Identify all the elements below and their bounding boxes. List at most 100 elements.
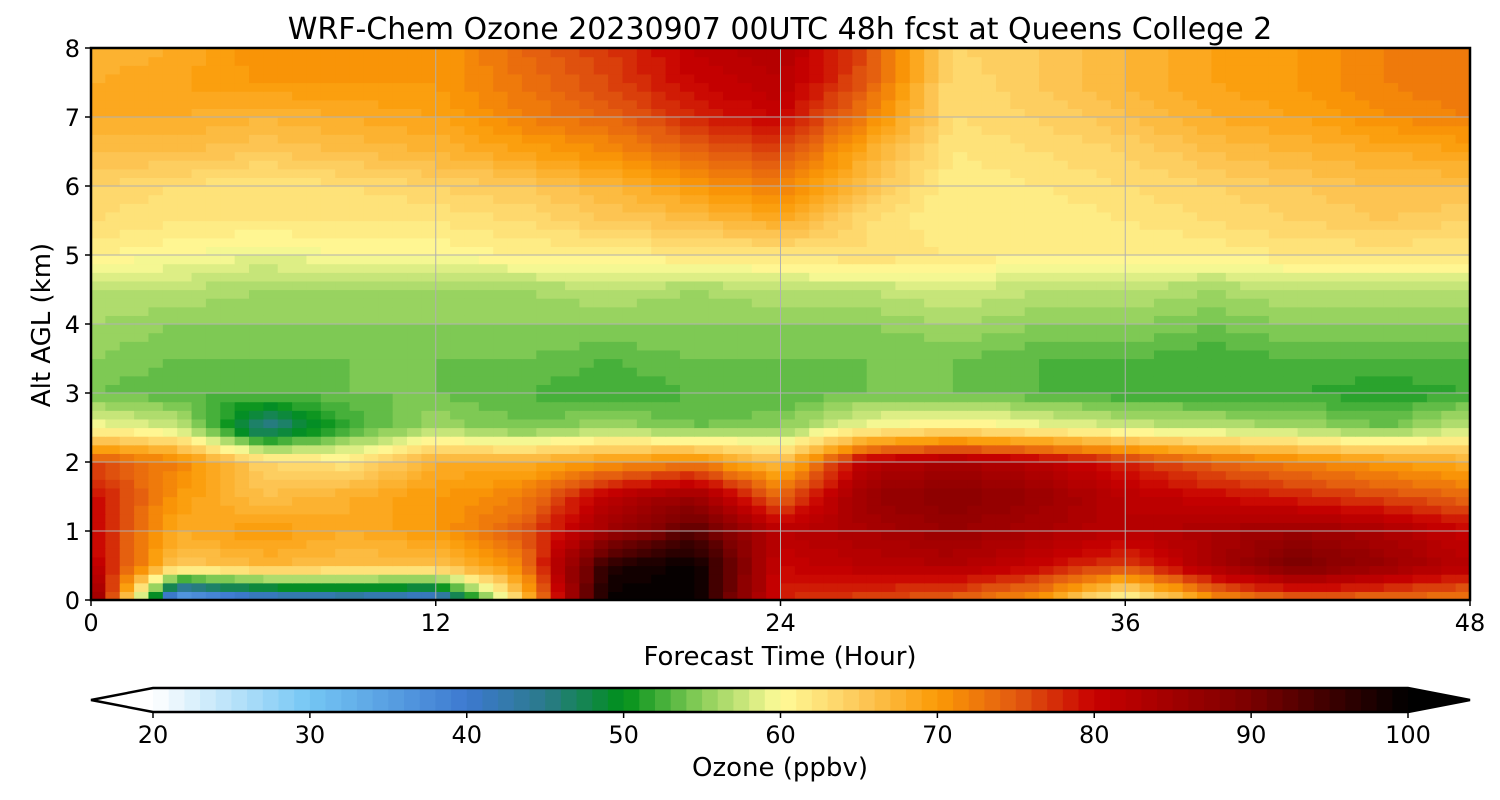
heatmap-cell: [421, 375, 437, 385]
heatmap-cell: [536, 220, 552, 230]
heatmap-cell: [723, 168, 738, 178]
heatmap-cell: [1426, 194, 1442, 204]
heatmap-cell: [378, 349, 394, 360]
heatmap-cell: [1211, 505, 1227, 515]
heatmap-cell: [679, 574, 695, 584]
heatmap-cell: [1426, 367, 1442, 377]
heatmap-cell: [105, 487, 121, 498]
heatmap-cell: [536, 229, 552, 239]
heatmap-cell: [1283, 255, 1299, 265]
heatmap-cell: [1039, 462, 1055, 472]
heatmap-cell: [981, 513, 997, 523]
heatmap-cell: [1168, 229, 1184, 239]
heatmap-cell: [1441, 246, 1457, 256]
heatmap-cell: [478, 186, 494, 196]
heatmap-cell: [651, 556, 667, 567]
heatmap-cell: [1369, 358, 1385, 368]
heatmap-cell: [823, 496, 839, 506]
heatmap-cell: [1110, 574, 1126, 584]
heatmap-cell: [1125, 556, 1141, 567]
heatmap-cell: [881, 237, 897, 247]
heatmap-cell: [723, 315, 738, 325]
heatmap-cell: [1369, 367, 1385, 377]
heatmap-cell: [550, 582, 566, 592]
heatmap-cell: [708, 341, 724, 351]
heatmap-cell: [881, 289, 897, 299]
heatmap-cell: [809, 375, 825, 385]
heatmap-cell: [938, 393, 954, 403]
heatmap-cell: [1225, 289, 1241, 299]
heatmap-cell: [1412, 574, 1428, 584]
heatmap-cell: [1455, 341, 1470, 351]
heatmap-cell: [335, 505, 351, 515]
heatmap-cell: [751, 280, 767, 291]
heatmap-cell: [794, 470, 810, 480]
heatmap-cell: [1082, 410, 1098, 420]
heatmap-cell: [636, 384, 652, 394]
heatmap-cell: [464, 427, 480, 437]
heatmap-cell: [1311, 358, 1327, 368]
heatmap-cell: [536, 384, 552, 394]
heatmap-cell: [809, 324, 825, 334]
heatmap-cell: [665, 151, 681, 161]
heatmap-cell: [392, 211, 408, 222]
heatmap-cell: [766, 444, 782, 454]
heatmap-cell: [694, 315, 710, 325]
heatmap-cell: [292, 168, 308, 178]
heatmap-cell: [392, 487, 408, 498]
heatmap-cell: [679, 367, 695, 377]
heatmap-cell: [952, 341, 968, 351]
heatmap-cell: [694, 160, 710, 170]
heatmap-cell: [478, 358, 494, 368]
heatmap-cell: [909, 565, 925, 575]
heatmap-cell: [794, 505, 810, 515]
heatmap-cell: [1297, 220, 1313, 230]
heatmap-cell: [292, 194, 308, 204]
heatmap-cell: [1283, 177, 1299, 187]
heatmap-cell: [766, 531, 782, 541]
heatmap-cell: [593, 470, 609, 480]
heatmap-cell: [938, 462, 954, 472]
heatmap-cell: [177, 384, 193, 394]
heatmap-cell: [335, 591, 351, 600]
heatmap-cell: [780, 531, 796, 541]
heatmap-cell: [1039, 531, 1055, 541]
heatmap-cell: [1268, 298, 1284, 308]
heatmap-cell: [895, 289, 911, 299]
heatmap-cell: [1110, 436, 1126, 446]
heatmap-cell: [191, 194, 207, 204]
heatmap-cell: [249, 211, 264, 222]
heatmap-cell: [1225, 401, 1241, 411]
heatmap-cell: [665, 539, 681, 549]
heatmap-cell: [1211, 582, 1227, 592]
heatmap-cell: [435, 453, 451, 463]
heatmap-cell: [536, 168, 552, 178]
heatmap-cell: [608, 427, 624, 437]
heatmap-cell: [881, 487, 897, 498]
heatmap-cell: [651, 186, 667, 196]
heatmap-cell: [1153, 177, 1169, 187]
heatmap-cell: [780, 410, 796, 420]
heatmap-cell: [1355, 496, 1371, 506]
heatmap-cell: [550, 358, 566, 368]
heatmap-cell: [550, 367, 566, 377]
heatmap-cell: [134, 237, 150, 247]
heatmap-cell: [1197, 246, 1213, 256]
heatmap-cell: [952, 203, 968, 213]
heatmap-cell: [852, 462, 868, 472]
heatmap-cell: [852, 531, 868, 541]
heatmap-cell: [1182, 444, 1198, 454]
heatmap-cell: [292, 160, 308, 170]
heatmap-cell: [708, 496, 724, 506]
heatmap-cell: [421, 539, 437, 549]
heatmap-cell: [723, 263, 738, 273]
heatmap-cell: [1082, 255, 1098, 265]
heatmap-cell: [1383, 556, 1399, 567]
heatmap-cell: [708, 410, 724, 420]
heatmap-cell: [407, 367, 422, 377]
heatmap-cell: [852, 246, 868, 256]
heatmap-cell: [292, 177, 308, 187]
heatmap-cell: [478, 453, 494, 463]
heatmap-cell: [1110, 246, 1126, 256]
heatmap-cell: [363, 531, 379, 541]
